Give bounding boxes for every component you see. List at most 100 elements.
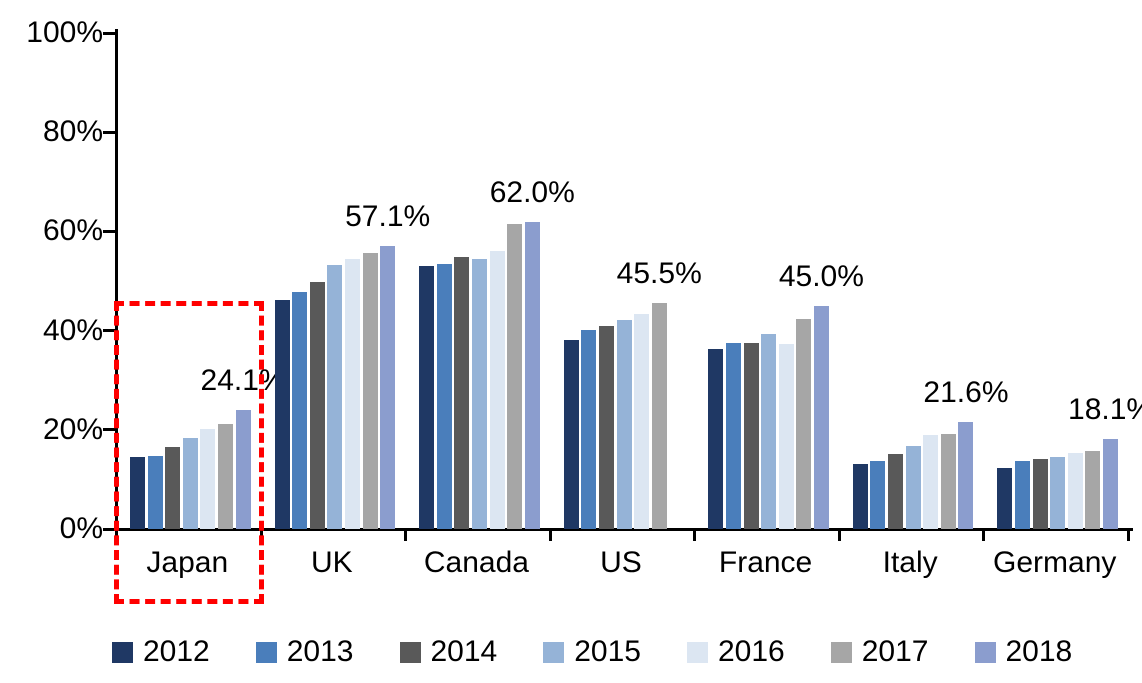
legend-item-2018: 2018 bbox=[974, 635, 1073, 668]
bar-france-2015 bbox=[761, 334, 777, 529]
bar-us-2012 bbox=[563, 339, 579, 529]
y-axis-label-80: 80% bbox=[42, 115, 103, 149]
bar-italy-2012 bbox=[852, 464, 868, 529]
bar-italy-2018 bbox=[958, 421, 974, 529]
legend-swatch-2013 bbox=[255, 641, 277, 663]
x-axis-label-canada: Canada bbox=[423, 546, 529, 579]
y-axis-label-0: 0% bbox=[59, 512, 103, 545]
bars-us bbox=[552, 303, 697, 529]
bar-japan-2017 bbox=[217, 424, 233, 529]
x-axis-label-us: US bbox=[600, 546, 642, 579]
legend: 2012 2013 2014 2015 2016 2017 2018 bbox=[112, 636, 1072, 668]
bar-uk-2015 bbox=[327, 265, 343, 529]
bar-france-2018 bbox=[813, 305, 829, 529]
y-axis-tick bbox=[103, 130, 117, 134]
legend-label-2018: 2018 bbox=[1005, 635, 1073, 668]
bar-france-2017 bbox=[796, 319, 812, 529]
bar-canada-2014 bbox=[454, 257, 470, 529]
bar-italy-2015 bbox=[905, 446, 921, 529]
x-axis-label-japan: Japan bbox=[146, 546, 229, 579]
value-label-germany: 18.1% bbox=[1068, 393, 1142, 427]
legend-item-2013: 2013 bbox=[255, 635, 354, 668]
y-axis-tick bbox=[103, 428, 117, 432]
bar-uk-2018 bbox=[380, 245, 396, 529]
legend-item-2016: 2016 bbox=[687, 636, 785, 668]
bar-group-canada: 62.0% bbox=[407, 33, 575, 529]
bar-france-2016 bbox=[778, 344, 794, 529]
bar-italy-2016 bbox=[923, 435, 939, 529]
bar-germany-2012 bbox=[997, 467, 1013, 529]
legend-label-2013: 2013 bbox=[286, 635, 354, 668]
y-axis-line bbox=[115, 29, 118, 531]
legend-swatch-2014 bbox=[399, 641, 421, 663]
value-label-italy: 21.6% bbox=[923, 375, 1009, 409]
bar-germany-2016 bbox=[1067, 452, 1083, 529]
y-axis-label-20: 20% bbox=[42, 412, 103, 446]
value-label-us: 45.5% bbox=[616, 257, 702, 291]
bar-uk-2014 bbox=[309, 281, 325, 529]
y-axis-tick bbox=[103, 527, 117, 531]
value-label-uk: 57.1% bbox=[345, 199, 431, 233]
bar-canada-2017 bbox=[507, 223, 523, 529]
bar-canada-2018 bbox=[524, 221, 540, 529]
x-axis-label-italy: Italy bbox=[882, 546, 938, 579]
legend-swatch-2015 bbox=[543, 641, 565, 663]
bar-group-us: 45.5% bbox=[552, 33, 702, 529]
legend-label-2015: 2015 bbox=[574, 635, 641, 668]
bar-japan-2013 bbox=[147, 455, 163, 529]
bar-uk-2016 bbox=[344, 258, 360, 529]
bar-canada-2012 bbox=[419, 266, 435, 529]
legend-item-2014: 2014 bbox=[399, 636, 497, 668]
bar-italy-2017 bbox=[940, 434, 956, 529]
value-label-canada: 62.0% bbox=[489, 175, 575, 209]
y-axis-label-60: 60% bbox=[42, 214, 103, 248]
bar-us-2014 bbox=[598, 325, 614, 529]
bar-us-2017 bbox=[651, 303, 667, 529]
bar-canada-2013 bbox=[436, 263, 452, 529]
bar-canada-2016 bbox=[489, 251, 505, 529]
bars-germany bbox=[985, 439, 1130, 529]
bar-japan-2018 bbox=[235, 409, 251, 529]
bar-germany-2015 bbox=[1050, 456, 1066, 529]
bars-canada bbox=[407, 221, 552, 529]
legend-label-2016: 2016 bbox=[718, 635, 785, 668]
bar-us-2016 bbox=[634, 313, 650, 529]
bar-japan-2016 bbox=[200, 428, 216, 529]
bar-germany-2013 bbox=[1015, 460, 1031, 529]
bar-france-2013 bbox=[725, 343, 741, 529]
x-axis-tick bbox=[1127, 531, 1130, 541]
legend-item-2017: 2017 bbox=[830, 635, 929, 668]
legend-item-2012: 2012 bbox=[112, 636, 210, 668]
legend-label-2012: 2012 bbox=[143, 635, 210, 668]
x-axis-label-germany: Germany bbox=[993, 546, 1117, 579]
bar-canada-2015 bbox=[471, 258, 487, 529]
y-axis-tick bbox=[103, 31, 117, 35]
bar-group-uk: 57.1% bbox=[263, 33, 430, 529]
legend-label-2017: 2017 bbox=[861, 635, 929, 668]
bar-japan-2012 bbox=[130, 456, 145, 529]
x-axis-label-france: France bbox=[718, 546, 813, 579]
x-axis-tick bbox=[693, 531, 697, 541]
bar-group-italy: 21.6% bbox=[841, 33, 1009, 529]
bar-uk-2013 bbox=[292, 291, 308, 529]
bar-japan-2014 bbox=[165, 447, 181, 529]
x-axis-tick bbox=[837, 531, 841, 541]
x-axis-tick bbox=[982, 531, 986, 541]
bar-groups: 24.1% 57.1% 62.0% 45.5% 45.0% 21.6% 18.1% bbox=[118, 33, 1142, 529]
legend-swatch-2017 bbox=[830, 641, 852, 663]
legend-swatch-2012 bbox=[112, 641, 133, 663]
legend-item-2015: 2015 bbox=[543, 636, 641, 668]
x-axis-tick bbox=[548, 531, 552, 541]
bars-japan bbox=[118, 409, 263, 529]
bar-group-france: 45.0% bbox=[696, 33, 864, 529]
bar-japan-2015 bbox=[182, 438, 198, 529]
legend-swatch-2018 bbox=[974, 641, 996, 663]
bar-uk-2012 bbox=[274, 299, 290, 529]
y-axis-label-100: 100% bbox=[26, 16, 103, 49]
bar-france-2012 bbox=[708, 349, 724, 529]
bar-us-2013 bbox=[581, 330, 597, 529]
bar-france-2014 bbox=[743, 343, 759, 529]
value-label-france: 45.0% bbox=[778, 259, 864, 293]
japan-highlight-box bbox=[114, 301, 264, 604]
bars-uk bbox=[263, 245, 408, 529]
